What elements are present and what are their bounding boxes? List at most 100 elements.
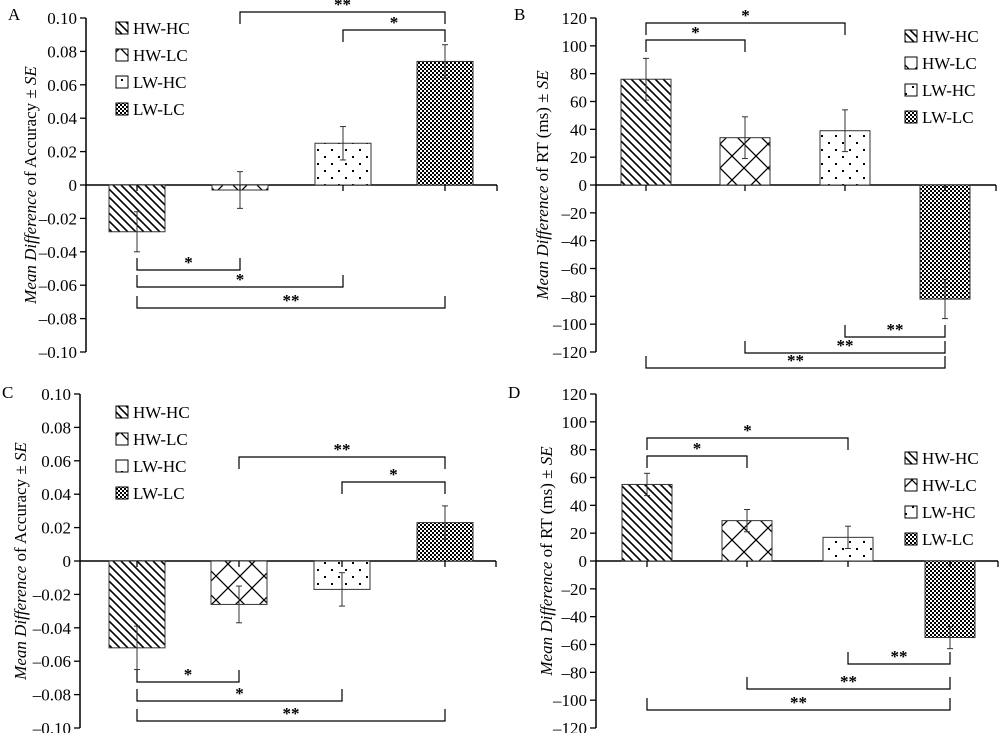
y-tick-label: 40: [570, 120, 587, 139]
y-tick-label: –0.02: [38, 209, 77, 228]
significance-bracket: [136, 670, 240, 683]
legend-swatch: [904, 478, 918, 492]
y-tick-label: –0.02: [32, 585, 71, 604]
significance-bracket: [645, 39, 746, 52]
y-tick-label: 0: [579, 176, 588, 195]
legend-label: HW-HC: [133, 403, 190, 422]
y-tick-label: –0.04: [38, 243, 78, 262]
legend-label: LW-LC: [133, 484, 185, 503]
legend-swatch: [904, 29, 918, 43]
y-tick-label: 20: [570, 148, 587, 167]
y-tick-label: –80: [561, 663, 588, 682]
y-axis-label: Mean Difference of RT (ms) ± SE: [537, 446, 556, 677]
y-tick-label: –60: [561, 260, 588, 279]
significance-label: **: [887, 320, 904, 339]
significance-label: **: [840, 672, 857, 691]
y-tick-label: –120: [552, 719, 587, 733]
significance-label: *: [235, 684, 244, 703]
y-axis-label-se: SE: [537, 446, 556, 466]
y-tick-label: 60: [570, 93, 587, 112]
significance-label: **: [891, 647, 908, 666]
significance-bracket: [847, 652, 951, 665]
y-tick-label: 0: [63, 552, 72, 571]
significance-label: **: [790, 693, 807, 712]
significance-label: *: [236, 270, 245, 289]
significance-bracket: [744, 341, 946, 354]
y-tick-label: 120: [562, 9, 588, 28]
panel-label: C: [2, 383, 13, 402]
significance-label: *: [693, 439, 702, 458]
y-tick-label: 100: [562, 37, 588, 56]
y-tick-label: 0.08: [41, 418, 71, 437]
y-tick-label: 0.10: [41, 385, 71, 404]
legend-label: LW-LC: [922, 530, 974, 549]
legend-swatch: [904, 83, 918, 97]
y-tick-label: –20: [561, 580, 588, 599]
y-tick-label: 120: [562, 385, 588, 404]
y-tick-label: –40: [561, 232, 588, 251]
significance-bracket: [238, 456, 446, 469]
y-axis-label-italic: Mean Difference: [11, 565, 30, 681]
significance-bracket: [136, 275, 344, 288]
y-tick-label: –0.08: [38, 310, 77, 329]
legend-swatch: [115, 486, 129, 500]
panel-label: B: [514, 5, 525, 24]
significance-bracket: [646, 455, 748, 468]
y-axis-label-italic: Mean Difference: [21, 189, 40, 305]
y-tick-label: 80: [570, 65, 587, 84]
y-tick-label: 100: [562, 413, 588, 432]
legend-label: HW-HC: [922, 27, 979, 46]
significance-label: **: [837, 336, 854, 355]
legend-label: HW-LC: [133, 430, 188, 449]
legend-swatch: [904, 505, 918, 519]
y-tick-label: 0.02: [47, 143, 77, 162]
y-axis-label: Mean Difference of Accuracy ± SE: [11, 442, 30, 681]
y-tick-label: 0.06: [47, 76, 77, 95]
y-tick-label: 20: [570, 524, 587, 543]
y-axis-label-text: of RT (ms) ±: [533, 89, 552, 185]
legend-swatch: [115, 102, 129, 116]
y-tick-label: –0.10: [32, 719, 71, 733]
y-tick-label: –40: [561, 608, 588, 627]
legend-swatch: [115, 432, 129, 446]
y-tick-label: 0.04: [47, 109, 77, 128]
panel-label: D: [508, 383, 520, 402]
legend-label: LW-HC: [133, 73, 187, 92]
legend-swatch: [904, 110, 918, 124]
y-axis-label-text: of RT (ms) ±: [537, 465, 556, 561]
legend-label: LW-HC: [133, 457, 187, 476]
significance-bracket: [136, 709, 446, 722]
y-tick-label: 60: [570, 469, 587, 488]
panel-c: C 0.10 0.08 0.06 0.04 0.02 0 –0.02 –0.04 –0.06 –0.…: [2, 383, 497, 733]
significance-bracket: [844, 325, 946, 338]
y-tick-label: –100: [552, 691, 587, 710]
legend-label: LW-LC: [922, 108, 974, 127]
y-tick-label: –0.06: [32, 652, 71, 671]
legend-label: LW-HC: [922, 81, 976, 100]
significance-label: *: [741, 6, 750, 25]
y-axis-label-se: SE: [533, 70, 552, 90]
y-axis-label-se: SE: [11, 442, 30, 462]
y-axis-label-se: SE: [21, 66, 40, 86]
significance-label: **: [334, 0, 351, 14]
legend-swatch: [904, 532, 918, 546]
significance-bracket: [645, 22, 846, 35]
legend-label: LW-HC: [922, 503, 976, 522]
legend-label: HW-HC: [922, 449, 979, 468]
significance-label: **: [787, 351, 804, 370]
legend-swatch: [904, 56, 918, 70]
panel-label: A: [8, 5, 21, 24]
significance-label: *: [390, 13, 399, 32]
legend-swatch: [904, 451, 918, 465]
significance-bracket: [136, 689, 343, 702]
y-tick-label: –120: [552, 343, 587, 362]
bar-lw-lc: [416, 60, 474, 186]
significance-bracket: [341, 481, 446, 494]
significance-label: **: [283, 291, 300, 310]
y-tick-label: 0.08: [47, 42, 77, 61]
y-tick-label: 0.04: [41, 485, 71, 504]
y-tick-label: –0.04: [32, 619, 72, 638]
significance-bracket: [136, 258, 241, 271]
significance-label: **: [334, 440, 351, 459]
